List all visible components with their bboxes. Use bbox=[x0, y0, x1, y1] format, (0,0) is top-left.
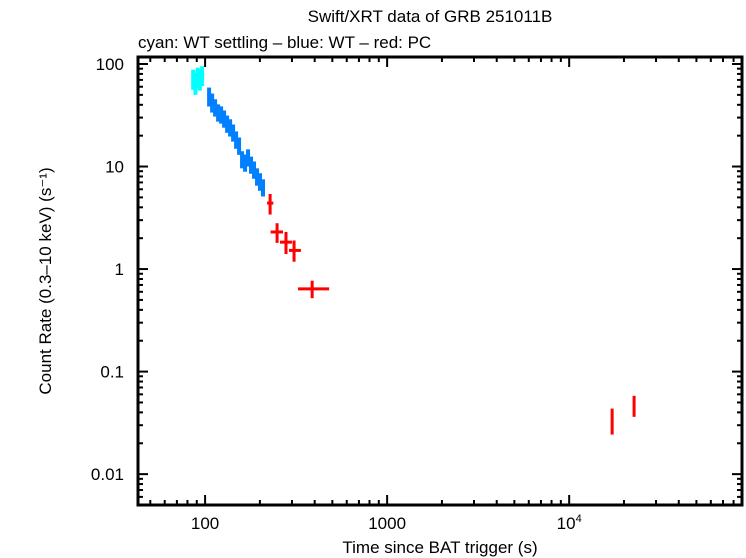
data-point bbox=[234, 131, 239, 149]
data-point bbox=[200, 66, 205, 87]
data-point bbox=[216, 104, 221, 122]
x-tick-label: 100 bbox=[191, 514, 219, 533]
data-point bbox=[219, 106, 224, 124]
data-point bbox=[231, 124, 236, 142]
series-wt bbox=[207, 87, 265, 197]
x-axis-label: Time since BAT trigger (s) bbox=[342, 538, 537, 557]
x-tick-exponent: 4 bbox=[576, 513, 582, 525]
x-tick-label: 104 bbox=[557, 513, 582, 533]
data-point bbox=[632, 395, 636, 417]
series-pc bbox=[267, 193, 636, 435]
chart-title: Swift/XRT data of GRB 251011B bbox=[308, 7, 553, 26]
data-point bbox=[207, 87, 212, 107]
plot-border bbox=[136, 55, 744, 507]
y-tick-label: 1 bbox=[115, 260, 124, 279]
data-point bbox=[298, 280, 330, 299]
data-point bbox=[280, 231, 292, 255]
data-point bbox=[260, 179, 265, 197]
y-tick-label: 100 bbox=[96, 55, 124, 74]
x-tick-label: 1000 bbox=[368, 514, 406, 533]
x-axis-tick-labels: 100 1000 104 bbox=[191, 513, 582, 533]
data-point bbox=[270, 223, 284, 243]
chart-subtitle: cyan: WT settling – blue: WT – red: PC bbox=[138, 33, 431, 52]
y-tick-label: 0.1 bbox=[100, 363, 124, 382]
y-axis-tick-labels: 100 10 1 0.1 0.01 bbox=[91, 55, 124, 484]
plot-frame bbox=[136, 55, 744, 507]
y-tick-label: 10 bbox=[105, 158, 124, 177]
series-wt-settling bbox=[191, 66, 205, 95]
y-tick-label: 0.01 bbox=[91, 465, 124, 484]
data-point bbox=[213, 99, 218, 117]
data-point bbox=[210, 93, 215, 113]
y-axis-label: Count Rate (0.3–10 keV) (s⁻¹) bbox=[36, 167, 55, 394]
y-axis-ticks bbox=[138, 62, 742, 506]
data-point bbox=[237, 137, 242, 155]
data-point bbox=[225, 115, 230, 133]
data-point bbox=[267, 193, 274, 215]
data-layer bbox=[191, 66, 636, 435]
data-point bbox=[222, 110, 227, 128]
data-point bbox=[610, 408, 614, 435]
data-point bbox=[228, 119, 233, 137]
x-axis-ticks bbox=[149, 57, 735, 505]
data-point bbox=[288, 240, 301, 262]
